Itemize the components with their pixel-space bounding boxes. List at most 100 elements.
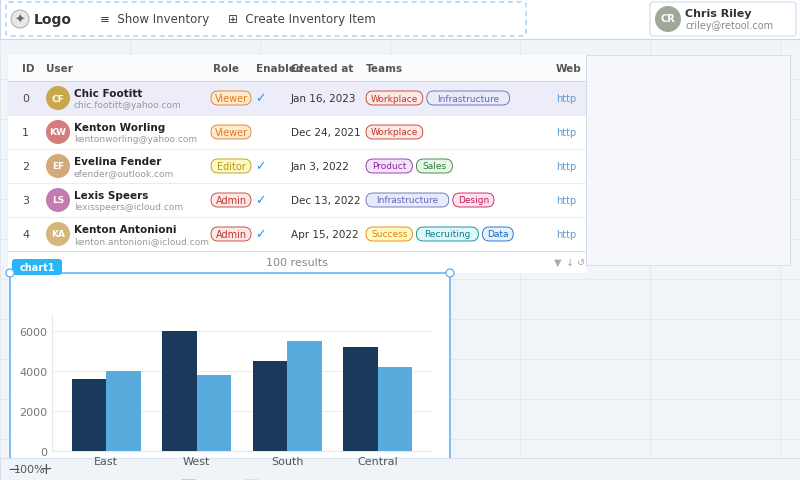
Text: Kenton Antonioni: Kenton Antonioni xyxy=(74,225,177,235)
FancyBboxPatch shape xyxy=(366,160,413,174)
FancyBboxPatch shape xyxy=(650,3,796,37)
Text: CF: CF xyxy=(52,94,64,103)
Text: Chic Footitt: Chic Footitt xyxy=(74,89,142,99)
Bar xyxy=(8,116,586,150)
Text: −: − xyxy=(8,462,20,477)
Circle shape xyxy=(655,7,681,33)
Text: Design: Design xyxy=(458,196,489,205)
Text: Logo: Logo xyxy=(34,13,72,27)
Text: Data: Data xyxy=(487,230,509,239)
Text: chart1: chart1 xyxy=(19,263,54,273)
FancyBboxPatch shape xyxy=(453,193,494,207)
FancyBboxPatch shape xyxy=(366,126,422,140)
Bar xyxy=(8,252,586,274)
Text: Web: Web xyxy=(556,64,582,74)
Text: +: + xyxy=(40,462,52,477)
FancyBboxPatch shape xyxy=(211,193,251,207)
Text: Workplace: Workplace xyxy=(370,94,418,103)
Circle shape xyxy=(46,223,70,247)
Circle shape xyxy=(6,269,14,277)
Text: ⊞  Create Inventory Item: ⊞ Create Inventory Item xyxy=(228,13,376,26)
Text: Success: Success xyxy=(371,230,407,239)
Text: chic.footitt@yahoo.com: chic.footitt@yahoo.com xyxy=(74,101,182,110)
Text: http: http xyxy=(556,229,576,240)
Text: Jan 16, 2023: Jan 16, 2023 xyxy=(291,94,357,104)
Text: Admin: Admin xyxy=(215,229,246,240)
Text: Role: Role xyxy=(213,64,239,74)
FancyBboxPatch shape xyxy=(482,228,514,241)
Text: Workplace: Workplace xyxy=(370,128,418,137)
Text: 4: 4 xyxy=(22,229,29,240)
Text: ↓: ↓ xyxy=(566,257,574,267)
FancyBboxPatch shape xyxy=(416,228,478,241)
FancyBboxPatch shape xyxy=(366,193,449,207)
Text: http: http xyxy=(556,94,576,104)
Text: Viewer: Viewer xyxy=(214,128,247,138)
Text: 2: 2 xyxy=(22,162,29,172)
Bar xyxy=(287,341,322,451)
Text: Lexis Speers: Lexis Speers xyxy=(74,191,148,201)
Text: 1: 1 xyxy=(22,128,29,138)
Text: Created at: Created at xyxy=(291,64,354,74)
Text: lexisspeers@icloud.com: lexisspeers@icloud.com xyxy=(74,203,183,212)
Text: 100%: 100% xyxy=(14,464,46,474)
Bar xyxy=(343,347,378,451)
Bar xyxy=(0,0,800,40)
Text: ✓: ✓ xyxy=(254,194,266,207)
Text: Infrastructure: Infrastructure xyxy=(376,196,438,205)
Text: Kenton Worling: Kenton Worling xyxy=(74,123,166,133)
Bar xyxy=(197,375,231,451)
Text: ▼: ▼ xyxy=(554,257,562,267)
Text: Infrastructure: Infrastructure xyxy=(437,94,499,103)
Text: http: http xyxy=(556,128,576,138)
FancyBboxPatch shape xyxy=(366,228,413,241)
FancyBboxPatch shape xyxy=(12,260,62,276)
Bar xyxy=(162,331,197,451)
Text: Dec 24, 2021: Dec 24, 2021 xyxy=(291,128,361,138)
Text: Product: Product xyxy=(372,162,406,171)
Text: EF: EF xyxy=(52,162,64,171)
Text: http: http xyxy=(556,195,576,205)
Text: ✦: ✦ xyxy=(14,13,26,26)
Circle shape xyxy=(46,87,70,111)
Text: ↺: ↺ xyxy=(577,257,585,267)
Text: Recruiting: Recruiting xyxy=(424,230,470,239)
Bar xyxy=(253,361,287,451)
FancyBboxPatch shape xyxy=(211,126,251,140)
Text: Dec 13, 2022: Dec 13, 2022 xyxy=(291,195,361,205)
Bar xyxy=(8,56,586,265)
Text: ID: ID xyxy=(22,64,34,74)
Circle shape xyxy=(46,189,70,213)
FancyBboxPatch shape xyxy=(416,160,453,174)
Text: CR: CR xyxy=(661,14,675,24)
Circle shape xyxy=(11,11,29,29)
Text: ✓: ✓ xyxy=(254,228,266,241)
Text: ✓: ✓ xyxy=(254,160,266,173)
Bar xyxy=(72,379,106,451)
Text: efender@outlook.com: efender@outlook.com xyxy=(74,169,174,178)
Text: Editor: Editor xyxy=(217,162,246,172)
Text: kenton.antonioni@icloud.com: kenton.antonioni@icloud.com xyxy=(74,237,209,246)
Legend: sales, spend: sales, spend xyxy=(176,475,308,480)
Bar xyxy=(106,371,141,451)
Bar xyxy=(10,274,450,469)
Text: criley@retool.com: criley@retool.com xyxy=(685,21,773,31)
Text: 100 results: 100 results xyxy=(266,257,328,267)
FancyBboxPatch shape xyxy=(427,92,510,106)
Bar xyxy=(8,56,586,82)
FancyBboxPatch shape xyxy=(366,92,422,106)
Text: Sales: Sales xyxy=(422,162,446,171)
FancyBboxPatch shape xyxy=(211,228,251,241)
Text: Teams: Teams xyxy=(366,64,403,74)
FancyBboxPatch shape xyxy=(211,160,251,174)
Text: 0: 0 xyxy=(22,94,29,104)
Bar xyxy=(8,82,586,116)
Text: Viewer: Viewer xyxy=(214,94,247,104)
Bar xyxy=(8,217,586,252)
Text: Chris Riley: Chris Riley xyxy=(685,9,751,19)
Text: Apr 15, 2022: Apr 15, 2022 xyxy=(291,229,358,240)
Circle shape xyxy=(46,121,70,144)
Text: Jan 3, 2022: Jan 3, 2022 xyxy=(291,162,350,172)
Bar xyxy=(378,367,412,451)
Text: Admin: Admin xyxy=(215,195,246,205)
